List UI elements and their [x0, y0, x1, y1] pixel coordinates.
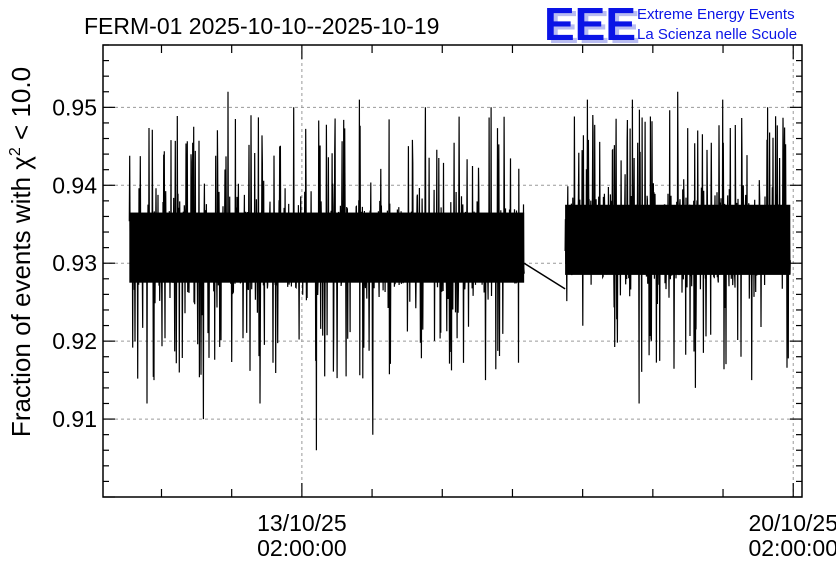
- chart-title: FERM-01 2025-10-10--2025-10-19: [84, 13, 439, 39]
- data-series-core: [129, 212, 525, 283]
- logo: EEE EEE Extreme Energy Events La Scienza…: [544, 0, 797, 53]
- gap-connector-line: [523, 262, 566, 290]
- y-tick-label: 0.93: [52, 250, 97, 276]
- y-tick-label: 0.92: [52, 328, 97, 354]
- y-tick-label: 0.95: [52, 94, 97, 120]
- y-axis-label-prefix: Fraction of events with: [6, 170, 36, 437]
- y-axis-label-superscript: 2: [7, 147, 24, 156]
- data-series-line: [128, 91, 525, 451]
- y-axis-label: Fraction of events with χ2 < 10.0: [6, 67, 36, 437]
- plot-area: [128, 91, 791, 451]
- data-series-core: [565, 204, 791, 275]
- y-axis-label-symbol: χ: [6, 156, 36, 170]
- y-axis-label-suffix: < 10.0: [6, 67, 36, 147]
- logo-line1: Extreme Energy Events: [637, 6, 795, 23]
- plot-frame: [102, 44, 803, 498]
- logo-letters: EEE: [544, 0, 636, 50]
- x-tick-label-date: 20/10/25: [748, 510, 836, 536]
- x-tick-label-time: 02:00:00: [257, 535, 347, 561]
- axes: 0.910.920.930.940.9513/10/2502:00:0020/1…: [52, 44, 836, 561]
- y-tick-label: 0.94: [52, 172, 97, 198]
- x-tick-label-time: 02:00:00: [748, 535, 836, 561]
- x-tick-label-date: 13/10/25: [257, 510, 347, 536]
- y-tick-label: 0.91: [52, 406, 97, 432]
- logo-line2: La Scienza nelle Scuole: [637, 26, 797, 43]
